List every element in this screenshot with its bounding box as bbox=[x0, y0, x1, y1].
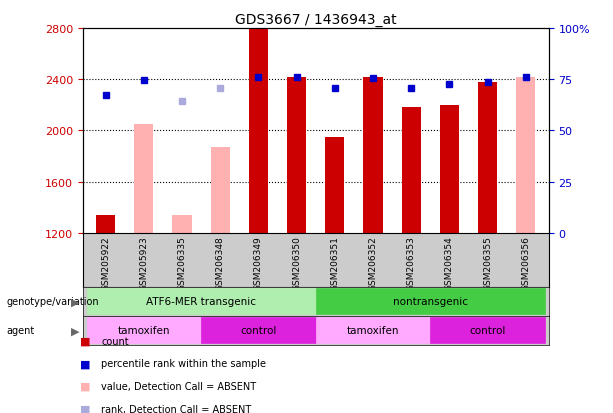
Bar bbox=[172, 216, 192, 233]
Text: control: control bbox=[240, 325, 276, 335]
Text: agent: agent bbox=[6, 325, 34, 335]
Text: GSM205922: GSM205922 bbox=[101, 236, 110, 290]
Bar bbox=[316, 288, 545, 315]
Bar bbox=[86, 288, 316, 315]
Text: GSM206348: GSM206348 bbox=[216, 236, 225, 291]
Text: GSM206354: GSM206354 bbox=[445, 236, 454, 291]
Bar bbox=[316, 317, 430, 344]
Text: value, Detection Call = ABSENT: value, Detection Call = ABSENT bbox=[101, 381, 256, 391]
Text: GSM206349: GSM206349 bbox=[254, 236, 263, 291]
Text: percentile rank within the sample: percentile rank within the sample bbox=[101, 358, 266, 368]
Text: ■: ■ bbox=[80, 381, 90, 391]
Bar bbox=[201, 317, 316, 344]
Text: ■: ■ bbox=[80, 336, 90, 346]
Text: ■: ■ bbox=[80, 404, 90, 413]
Text: GSM206352: GSM206352 bbox=[368, 236, 378, 291]
Text: GSM206356: GSM206356 bbox=[521, 236, 530, 291]
Text: rank, Detection Call = ABSENT: rank, Detection Call = ABSENT bbox=[101, 404, 251, 413]
Bar bbox=[478, 83, 497, 233]
Bar bbox=[402, 108, 421, 233]
Bar bbox=[440, 106, 459, 233]
Bar bbox=[287, 78, 306, 233]
Bar bbox=[430, 317, 545, 344]
Text: tamoxifen: tamoxifen bbox=[347, 325, 399, 335]
Bar bbox=[86, 317, 201, 344]
Text: GSM206351: GSM206351 bbox=[330, 236, 339, 291]
Bar bbox=[516, 78, 535, 233]
Title: GDS3667 / 1436943_at: GDS3667 / 1436943_at bbox=[235, 12, 397, 26]
Bar bbox=[249, 29, 268, 233]
Text: count: count bbox=[101, 336, 129, 346]
Bar bbox=[96, 216, 115, 233]
Text: ■: ■ bbox=[80, 358, 90, 368]
Text: control: control bbox=[470, 325, 506, 335]
Text: nontransgenic: nontransgenic bbox=[393, 297, 468, 306]
Bar bbox=[134, 125, 153, 233]
Text: GSM206355: GSM206355 bbox=[483, 236, 492, 291]
Text: genotype/variation: genotype/variation bbox=[6, 297, 99, 306]
Text: GSM206353: GSM206353 bbox=[406, 236, 416, 291]
Text: GSM206335: GSM206335 bbox=[178, 236, 186, 291]
Text: ATF6-MER transgenic: ATF6-MER transgenic bbox=[146, 297, 256, 306]
Bar bbox=[364, 78, 383, 233]
Text: ▶: ▶ bbox=[70, 297, 79, 306]
Text: tamoxifen: tamoxifen bbox=[118, 325, 170, 335]
Text: GSM205923: GSM205923 bbox=[139, 236, 148, 291]
Bar bbox=[211, 148, 230, 233]
Bar bbox=[326, 138, 345, 233]
Text: ▶: ▶ bbox=[70, 325, 79, 335]
Text: GSM206350: GSM206350 bbox=[292, 236, 301, 291]
